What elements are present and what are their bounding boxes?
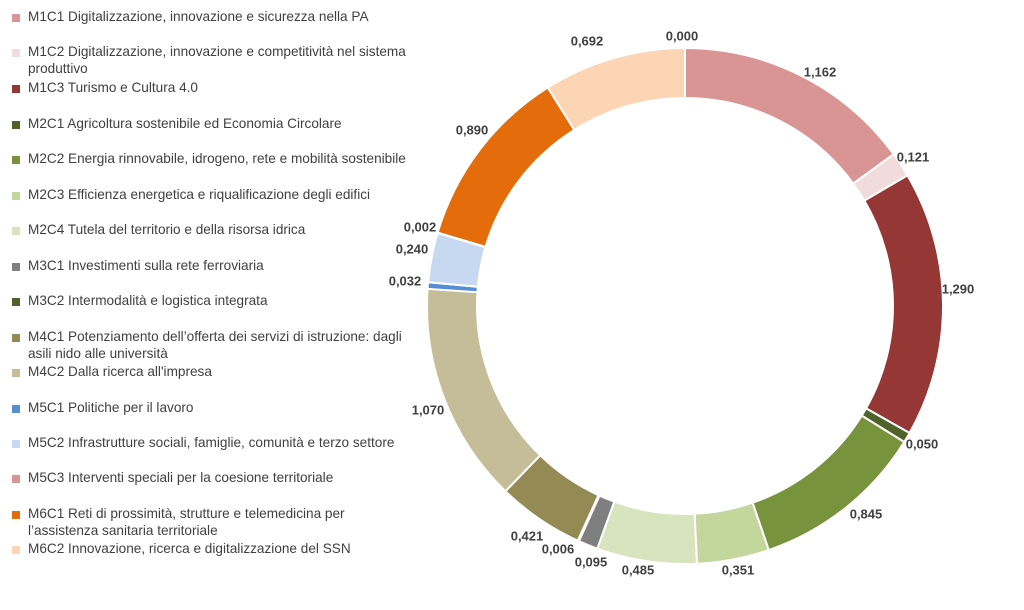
- data-label: 0,006: [542, 541, 575, 556]
- doughnut-slice: [684, 46, 896, 186]
- data-labels: 1,162 0,121 1,290 0,050 0,845 0,351 0,485 0,095…: [389, 28, 975, 577]
- legend-label: M5C1 Politiche per il lavoro: [28, 400, 194, 415]
- data-label: 1,070: [412, 402, 445, 417]
- legend-swatch: [12, 475, 20, 483]
- doughnut-slice: [436, 86, 576, 249]
- data-label: 0,000: [666, 28, 699, 43]
- data-label: 0,095: [575, 554, 608, 569]
- legend-swatch: [12, 369, 20, 377]
- data-label: 0,002: [404, 219, 437, 234]
- legend-swatch: [12, 14, 20, 22]
- legend-swatch: [12, 227, 20, 235]
- legend-swatch: [12, 121, 20, 129]
- legend-label: M5C3 Interventi speciali per la coesione…: [28, 470, 334, 485]
- legend-swatch: [12, 49, 20, 57]
- legend-label: M6C2 Innovazione, ricerca e digitalizzaz…: [28, 541, 351, 556]
- doughnut-slices: [426, 46, 944, 565]
- legend-swatch: [12, 192, 20, 200]
- legend-swatch: [12, 440, 20, 448]
- legend-label: M2C1 Agricoltura sostenibile ed Economia…: [28, 116, 342, 131]
- doughnut-slice: [596, 500, 698, 565]
- data-label: 1,290: [942, 281, 975, 296]
- legend-label: M2C2 Energia rinnovabile, idrogeno, rete…: [28, 151, 406, 166]
- legend-label: M4C1 Potenziamento dell’offerta dei serv…: [28, 329, 402, 361]
- legend-label: M1C2 Digitalizzazione, innovazione e com…: [28, 44, 406, 76]
- legend-label: M5C2 Infrastrutture sociali, famiglie, c…: [28, 435, 395, 450]
- data-label: 0,121: [897, 149, 930, 164]
- data-label: 0,050: [906, 436, 939, 451]
- doughnut-slice: [426, 287, 542, 493]
- legend: M1C1 Digitalizzazione, innovazione e sic…: [0, 0, 410, 610]
- legend-swatch: [12, 263, 20, 271]
- legend-label: M1C3 Turismo e Cultura 4.0: [28, 80, 198, 95]
- data-label: 0,032: [389, 273, 422, 288]
- legend-label: M3C2 Intermodalità e logistica integrata: [28, 293, 268, 308]
- legend-label: M2C4 Tutela del territorio e della risor…: [28, 222, 306, 237]
- legend-label: M6C1 Reti di prossimità, strutture e tel…: [28, 506, 345, 538]
- data-label: 0,421: [511, 528, 544, 543]
- doughnut-slice: [546, 46, 686, 132]
- data-label: 0,240: [396, 241, 429, 256]
- legend-label: M4C2 Dalla ricerca all'impresa: [28, 364, 212, 379]
- legend-label: M2C3 Efficienza energetica e riqualifica…: [28, 187, 371, 202]
- legend-swatch: [12, 156, 20, 164]
- legend-swatch: [12, 298, 20, 306]
- legend-swatch: [12, 405, 20, 413]
- data-label: 0,351: [722, 562, 755, 577]
- legend-swatch: [12, 334, 20, 342]
- data-label: 0,485: [622, 562, 655, 577]
- legend-swatch: [12, 85, 20, 93]
- legend-swatch: [12, 546, 20, 554]
- legend-label: M3C1 Investimenti sulla rete ferroviaria: [28, 258, 264, 273]
- legend-swatch: [12, 511, 20, 519]
- legend-label: M1C1 Digitalizzazione, innovazione e sic…: [28, 9, 369, 24]
- data-label: 0,890: [456, 122, 489, 137]
- data-label: 1,162: [804, 64, 837, 79]
- doughnut-slice: [863, 174, 944, 435]
- doughnut-slice: [751, 414, 906, 552]
- data-label: 0,692: [571, 33, 604, 48]
- data-label: 0,845: [850, 506, 883, 521]
